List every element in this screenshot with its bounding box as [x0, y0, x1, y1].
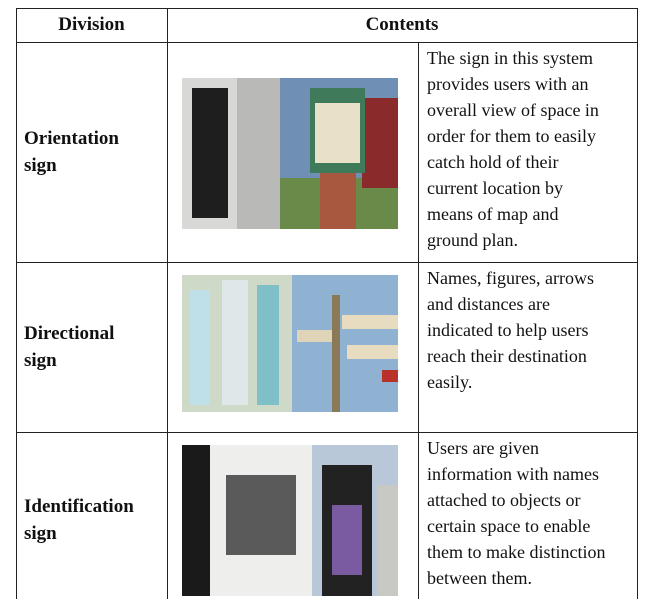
division-label: Directional: [24, 323, 115, 344]
rule: [418, 42, 419, 599]
rule: [167, 8, 168, 599]
photo: [182, 445, 398, 596]
rule: [16, 8, 638, 9]
contents-text: indicated to help users: [427, 320, 589, 340]
contents-text: information with names: [427, 464, 599, 484]
contents-text: certain space to enable: [427, 516, 591, 536]
contents-text: means of map and: [427, 204, 559, 224]
division-label: sign: [24, 350, 57, 371]
rule: [16, 432, 638, 433]
rule: [16, 8, 17, 599]
contents-text: reach their destination: [427, 346, 587, 366]
division-label: sign: [24, 155, 57, 176]
contents-text: attached to objects or: [427, 490, 581, 510]
rule: [637, 8, 638, 599]
contents-text: them to make distinction: [427, 542, 606, 562]
photo: [182, 78, 398, 229]
contents-text: provides users with an: [427, 74, 589, 94]
contents-text: Names, figures, arrows: [427, 268, 594, 288]
photo: [182, 275, 398, 412]
contents-text: overall view of space in: [427, 100, 599, 120]
contents-text: Users are given: [427, 438, 539, 458]
contents-text: easily.: [427, 372, 473, 392]
contents-text: The sign in this system: [427, 48, 593, 68]
rule: [16, 262, 638, 263]
contents-text: order for them to easily: [427, 126, 596, 146]
contents-text: and distances are: [427, 294, 550, 314]
contents-text: current location by: [427, 178, 563, 198]
division-label: sign: [24, 522, 57, 544]
contents-text: catch hold of their: [427, 152, 559, 172]
rule: [16, 42, 638, 43]
division-label: Identification: [24, 495, 134, 517]
division-label: Orientation: [24, 128, 119, 149]
header-cell: Division: [58, 14, 125, 35]
header-cell: Contents: [365, 14, 439, 35]
contents-text: between them.: [427, 568, 532, 588]
contents-text: ground plan.: [427, 230, 518, 250]
